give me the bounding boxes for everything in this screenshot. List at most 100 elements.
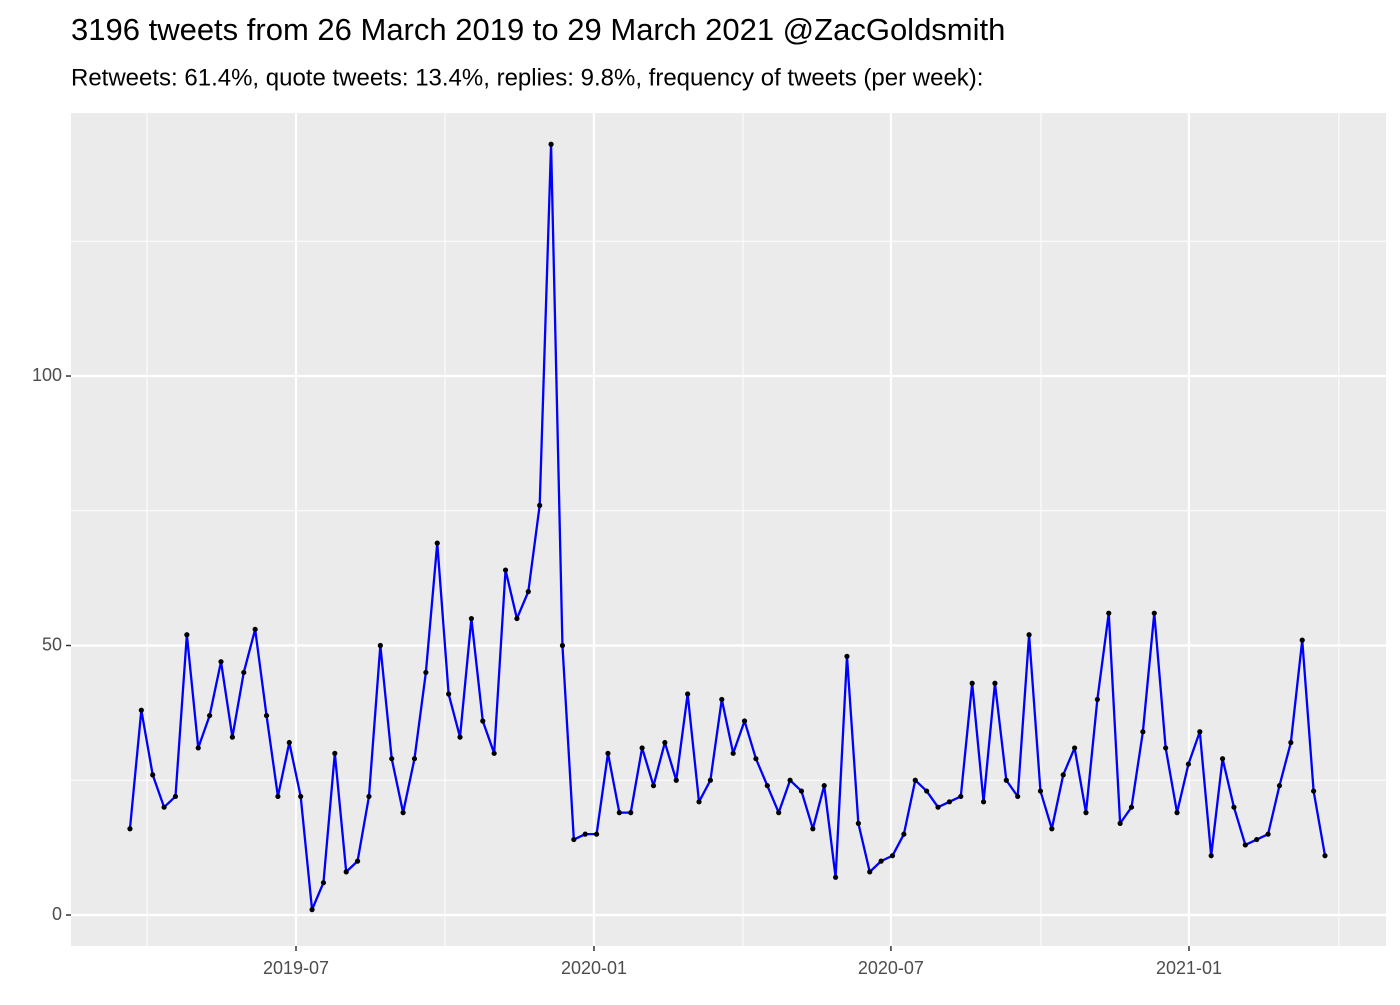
point: [195, 745, 201, 751]
point: [730, 750, 736, 756]
point: [1072, 745, 1078, 751]
point: [696, 799, 702, 805]
point: [1231, 804, 1237, 810]
point: [320, 880, 327, 886]
point: [1128, 804, 1135, 810]
point: [924, 788, 930, 794]
point: [514, 615, 520, 622]
plot-panel: [71, 113, 1386, 946]
point: [1094, 696, 1100, 703]
point: [1219, 756, 1226, 762]
chart-title: 3196 tweets from 26 March 2019 to 29 Mar…: [71, 12, 1005, 47]
point: [593, 831, 600, 837]
point: [1242, 842, 1248, 848]
point: [1106, 610, 1112, 616]
point: [969, 680, 975, 686]
point: [912, 777, 918, 783]
point: [1299, 637, 1305, 643]
point: [502, 567, 509, 573]
point: [468, 615, 474, 622]
point: [457, 734, 463, 740]
point: [354, 858, 361, 864]
point: [1015, 793, 1021, 800]
point: [138, 707, 144, 713]
point: [571, 836, 577, 843]
point: [582, 831, 588, 837]
point: [810, 826, 816, 832]
point: [1151, 610, 1157, 616]
point: [741, 718, 748, 724]
point: [980, 799, 987, 805]
point: [616, 810, 622, 816]
point: [172, 793, 179, 800]
x-tick-label: 2020-01: [561, 958, 627, 978]
point: [389, 756, 395, 762]
point: [150, 772, 156, 778]
point: [650, 783, 657, 789]
point: [878, 858, 884, 864]
point: [764, 783, 770, 789]
point: [673, 777, 679, 783]
point: [787, 777, 793, 783]
point: [161, 804, 167, 810]
point: [252, 626, 258, 632]
point: [275, 793, 281, 800]
point: [1140, 729, 1146, 735]
point: [229, 734, 235, 740]
point: [685, 691, 691, 697]
point: [855, 820, 861, 826]
point: [298, 793, 304, 800]
point: [832, 874, 839, 880]
x-tick-label: 2019-07: [263, 958, 329, 978]
y-tick-label: 100: [32, 365, 62, 385]
point: [1026, 632, 1032, 638]
point: [446, 691, 452, 697]
point: [423, 669, 429, 676]
point: [1265, 831, 1271, 837]
point: [628, 810, 634, 816]
point: [1163, 745, 1169, 751]
point: [537, 502, 543, 508]
point: [844, 653, 850, 659]
point: [309, 907, 315, 913]
point: [207, 712, 213, 719]
point: [719, 696, 725, 703]
point: [1117, 820, 1123, 826]
point: [184, 632, 190, 638]
point: [1322, 853, 1328, 859]
point: [992, 680, 998, 686]
point: [366, 793, 372, 800]
point: [400, 810, 406, 816]
y-tick-label: 50: [42, 634, 62, 654]
point: [1254, 836, 1260, 843]
point: [889, 853, 896, 859]
point: [332, 750, 338, 756]
point: [241, 669, 247, 676]
point: [1174, 810, 1180, 816]
point: [798, 788, 805, 794]
point: [1060, 772, 1066, 778]
point: [559, 642, 566, 649]
point: [480, 718, 486, 724]
point: [958, 793, 964, 800]
point: [1288, 739, 1294, 746]
point: [263, 712, 270, 719]
point: [867, 869, 873, 875]
point: [753, 756, 759, 762]
point: [1003, 777, 1009, 783]
point: [1208, 853, 1214, 859]
point: [434, 540, 440, 546]
point: [662, 739, 668, 746]
point: [548, 141, 554, 147]
point: [286, 739, 292, 746]
point: [605, 750, 611, 756]
point: [377, 642, 383, 649]
point: [639, 745, 645, 751]
point: [127, 826, 133, 832]
point: [901, 831, 907, 837]
point: [707, 777, 714, 783]
point: [1311, 788, 1317, 794]
point: [946, 799, 953, 805]
point: [491, 750, 497, 756]
